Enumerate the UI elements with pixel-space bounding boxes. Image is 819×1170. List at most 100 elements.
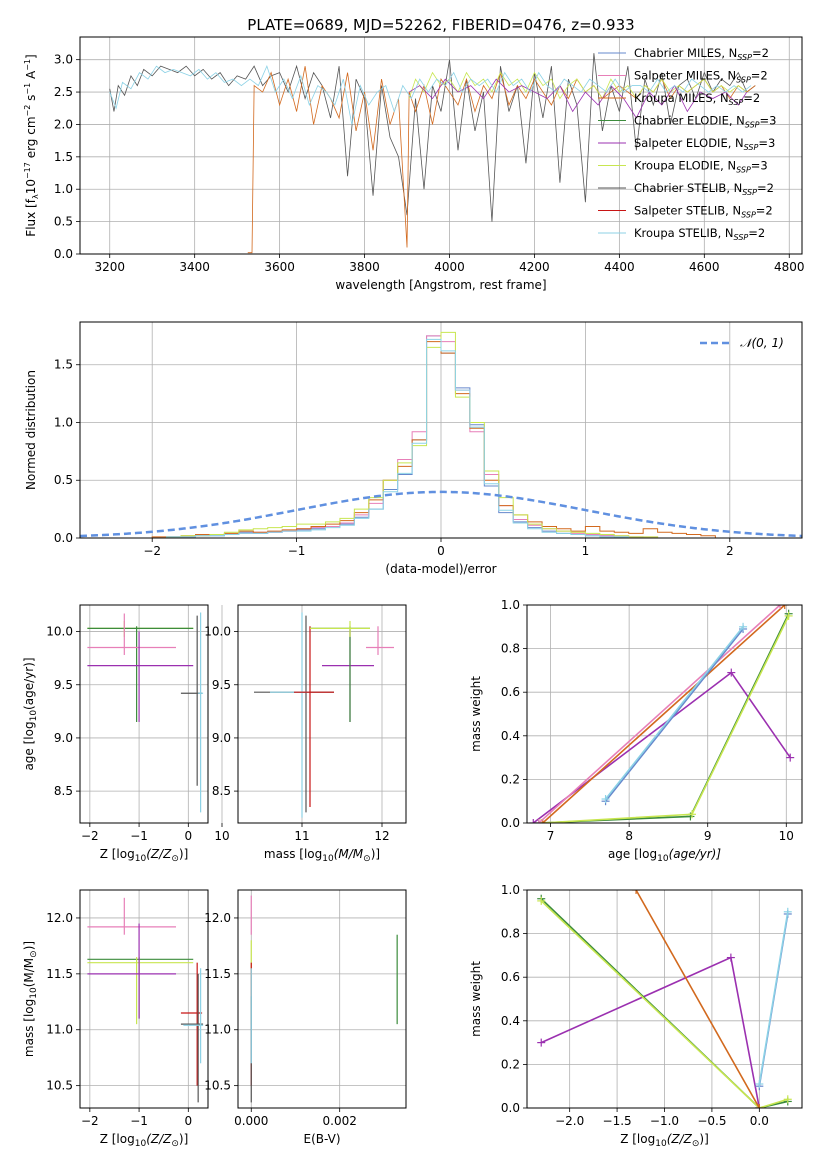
label-part: −1 [23,59,32,71]
x-tick-label: 10 [214,829,229,843]
legend-label: Kroupa STELIB, NSSP=2 [634,226,765,242]
y-tick-label: 11.0 [204,1023,231,1037]
legend-sub: SSP [736,166,751,175]
spectrum-line [247,66,756,254]
label-part: 10 [135,1139,147,1149]
y-tick-label: 1.5 [54,150,73,164]
legend-suffix: =3 [751,159,768,173]
panel-age-vs-Z: −2 −1 08.59.09.510.0Z [log10(Z/Z⊙)]age [lo… [22,604,209,864]
y-tick-label: 0.0 [54,531,73,545]
legend-label: Kroupa MILES, NSSP=2 [634,91,760,107]
x-tick-label: 4400 [604,260,635,274]
y-tick-label: 0.6 [501,970,520,984]
y-tick-label: 2.0 [54,117,73,131]
spectrum-line [408,71,748,100]
mass-weight-line [542,605,786,823]
x-tick-label: 3400 [179,260,210,274]
label-part: age [log [22,721,36,770]
legend: 𝒩(0, 1) [700,336,784,350]
y-axis-label: age [log10(age/yr)] [22,657,39,770]
mass-weight-line [635,890,761,1108]
label-part: Z [log [620,1132,655,1146]
legend-text: Chabrier STELIB, N [634,181,742,195]
label-part: (Z/Z [146,847,172,861]
panel-mass-vs-ebv: 0.000 0.002 10.5 11.0 11.5 12.0 E(B-V) [204,889,407,1146]
y-tick-label: 12.0 [204,911,231,925]
mass-weight-line [538,605,781,823]
y-tick-label: 10.5 [204,1079,231,1093]
label-part: (Z/Z [667,1132,693,1146]
x-tick-label: 3600 [264,260,295,274]
label-part: )] [179,1132,188,1146]
x-tick-label: −2 [81,1114,99,1128]
y-tick-label: 0.0 [501,1101,520,1115]
label-part: λ [31,194,40,199]
y-tick-label: 0.2 [501,772,520,786]
mass-weight-line [758,911,789,1085]
y-tick-label: 0.4 [501,1014,520,1028]
y-tick-label: 0.5 [54,473,73,487]
panel-residuals: −2 −1 0 1 2 0.0 0.5 1.0 1.5 (data-model)/error Nor… [24,321,803,576]
legend-label: Salpeter STELIB, NSSP=2 [634,204,773,220]
legend-label: Kroupa ELODIE, NSSP=3 [634,159,768,175]
legend-suffix: =2 [752,46,769,60]
x-tick-label: 0 [184,1114,192,1128]
legend-sub: SSP [744,143,759,152]
label-part: mass [log [22,999,36,1057]
label-part: 10 [657,854,669,864]
y-tick-label: 1.0 [501,883,520,897]
label-part: (Z/Z [146,1132,172,1146]
y-tick-label: 10.0 [46,625,73,639]
mass-weight-line [540,900,789,1108]
legend-suffix: =2 [743,91,760,105]
y-tick-label: 12.0 [46,911,73,925]
legend-suffix: =3 [758,136,775,150]
x-tick-label: −0.5 [697,1114,726,1128]
x-tick-label: −2 [143,544,161,558]
plot-area [250,895,398,1103]
label-part: (M/M [334,847,364,861]
x-axis-label: Z [log10(Z/Z⊙)] [100,1132,189,1149]
y-axis-label: Flux [fλ10−17 erg cm−2 s−1 A−1] [23,54,40,236]
label-part: age [log [608,847,657,861]
y-tick-label: 0.6 [501,685,520,699]
axes-frame [79,889,209,1109]
plot-area [254,612,394,818]
label-part: (age/yr)] [22,657,36,709]
histogram-step [80,341,802,538]
legend-suffix: =2 [748,226,765,240]
x-tick-label: 11 [294,829,309,843]
legend-text: Kroupa STELIB, N [634,226,734,240]
x-tick-label: 0 [184,829,192,843]
legend-label: Chabrier STELIB, NSSP=2 [634,181,774,197]
legend-label: Salpeter ELODIE, NSSP=3 [634,136,775,152]
figure-title: PLATE=0689, MJD=52262, FIBERID=0476, z=0… [247,16,634,34]
y-tick-label: 11.0 [46,1023,73,1037]
y-tick-label: 0.8 [501,642,520,656]
legend-sub: SSP [742,188,757,197]
label-part: (M/M [22,958,36,987]
x-tick-label: −1 [130,829,148,843]
y-tick-label: 11.5 [204,967,231,981]
x-tick-label: 4600 [689,260,720,274]
x-tick-label: −2.0 [555,1114,584,1128]
y-tick-label: 1.5 [54,358,73,372]
y-tick-label: 9.0 [212,731,231,745]
x-tick-label: 3800 [349,260,380,274]
mass-weight-line [604,626,744,800]
legend-sub: SSP [736,76,751,85]
panel-mass-vs-Z: −2 −1 010.511.011.512.0Z [log10(Z/Z⊙)]mass… [22,889,209,1149]
label-part: (age/yr)] [669,847,722,861]
label-part: )] [22,941,36,950]
label-part: −2 [23,105,32,117]
y-tick-label: 8.5 [212,784,231,798]
label-part: erg cm [24,116,38,162]
legend-label: Chabrier MILES, NSSP=2 [634,46,769,62]
y-tick-label: 0.5 [54,215,73,229]
legend-text: Kroupa MILES, N [634,91,729,105]
y-tick-label: 11.5 [46,967,73,981]
panels: 3200 3400 3600 3800 4000 4200 4400 4600 48000.00… [22,36,805,1149]
x-tick-label: 0.000 [234,1114,268,1128]
